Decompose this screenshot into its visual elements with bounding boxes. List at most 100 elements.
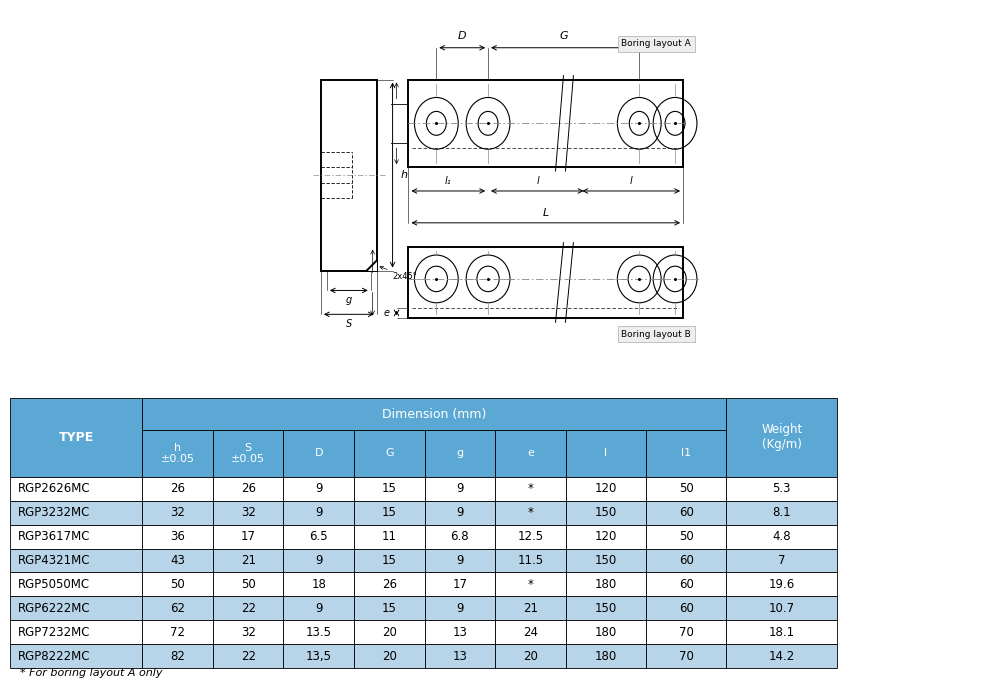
Bar [495,596,566,620]
Bar [142,398,726,430]
Text: 60: 60 [679,578,694,591]
Text: D: D [458,31,467,40]
Text: 150: 150 [595,602,617,615]
Bar [283,644,354,668]
Bar [566,596,646,620]
Text: 9: 9 [456,554,464,567]
Bar [726,549,837,573]
Text: G: G [385,449,394,458]
Bar [283,596,354,620]
Bar [495,430,566,477]
Bar [646,644,726,668]
Text: 13,5: 13,5 [306,650,332,663]
Bar [10,573,142,596]
Bar [213,644,283,668]
Text: 15: 15 [382,506,397,519]
Text: l: l [630,176,633,186]
Bar [10,477,142,501]
Bar [213,477,283,501]
Text: 4.8: 4.8 [772,530,791,543]
Text: g: g [456,449,463,458]
Text: 36: 36 [170,530,185,543]
Text: 26: 26 [382,578,397,591]
Text: 32: 32 [241,626,256,639]
Text: RGP7232MC: RGP7232MC [18,626,90,639]
Text: 22: 22 [241,650,256,663]
Text: 6.8: 6.8 [451,530,469,543]
Bar [354,573,425,596]
Bar [10,620,142,644]
Text: 6.5: 6.5 [309,530,328,543]
Text: *: * [527,482,533,495]
Text: RGP2626MC: RGP2626MC [18,482,90,495]
Bar [142,430,213,477]
Text: 5.3: 5.3 [772,482,791,495]
Text: 20: 20 [382,626,397,639]
Bar [213,501,283,525]
Bar [495,501,566,525]
Text: 180: 180 [595,650,617,663]
Bar [646,525,726,549]
Bar [142,525,213,549]
Text: 150: 150 [595,554,617,567]
Text: *: * [527,506,533,519]
Text: RGP5050MC: RGP5050MC [18,578,90,591]
Bar [283,573,354,596]
Text: 2x45°: 2x45° [380,266,417,281]
Bar [646,430,726,477]
Text: 13: 13 [452,626,467,639]
Bar [283,477,354,501]
Text: 13.5: 13.5 [306,626,332,639]
Text: 22: 22 [241,602,256,615]
Text: 21: 21 [523,602,538,615]
Bar [354,430,425,477]
Text: 13: 13 [452,650,467,663]
Text: G: G [559,31,568,40]
Bar [726,398,837,477]
Text: 120: 120 [595,482,617,495]
Bar [566,430,646,477]
Bar [10,501,142,525]
Bar [566,477,646,501]
Text: RGP8222MC: RGP8222MC [18,650,90,663]
Bar [495,525,566,549]
Bar [10,549,142,573]
Text: 8.1: 8.1 [772,506,791,519]
Bar [646,620,726,644]
Bar [354,596,425,620]
Text: * For boring layout A only: * For boring layout A only [20,668,162,678]
Bar [408,80,683,167]
Bar [425,573,495,596]
Text: 24: 24 [523,626,538,639]
Text: RGP4321MC: RGP4321MC [18,554,90,567]
Bar [213,596,283,620]
Text: *: * [527,578,533,591]
Text: 18: 18 [311,578,326,591]
Text: 20: 20 [523,650,538,663]
Bar [354,620,425,644]
Bar [354,501,425,525]
Text: 17: 17 [452,578,467,591]
Bar [726,573,837,596]
Bar [566,573,646,596]
Text: 26: 26 [241,482,256,495]
Text: 17: 17 [241,530,256,543]
Text: h
±0.05: h ±0.05 [161,442,195,464]
Bar [354,644,425,668]
Bar [142,501,213,525]
Bar [425,620,495,644]
Bar [425,644,495,668]
Bar [283,549,354,573]
Bar [495,477,566,501]
Text: 14.2: 14.2 [769,650,795,663]
Bar [726,525,837,549]
Bar [142,477,213,501]
Bar [213,430,283,477]
Text: 82: 82 [170,650,185,663]
Text: RGP6222MC: RGP6222MC [18,602,90,615]
Bar [646,477,726,501]
Text: 72: 72 [170,626,185,639]
Bar [646,596,726,620]
Bar [646,549,726,573]
Text: 12.5: 12.5 [517,530,543,543]
